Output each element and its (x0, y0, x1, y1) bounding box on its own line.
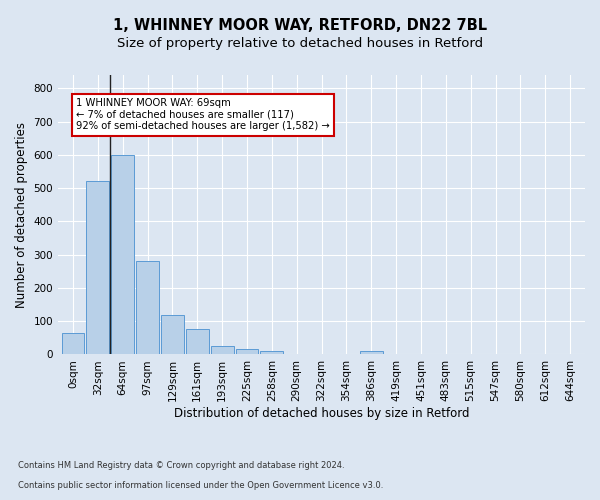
X-axis label: Distribution of detached houses by size in Retford: Distribution of detached houses by size … (174, 407, 469, 420)
Bar (136, 262, 159, 354)
Bar (62, 333, 85, 354)
Bar (236, 350, 259, 354)
Bar (260, 351, 283, 354)
Text: 1, WHINNEY MOOR WAY, RETFORD, DN22 7BL: 1, WHINNEY MOOR WAY, RETFORD, DN22 7BL (113, 18, 487, 32)
Bar (86, 182, 109, 354)
Bar (360, 352, 383, 354)
Bar (111, 155, 134, 354)
Bar (161, 314, 184, 354)
Text: Contains HM Land Registry data © Crown copyright and database right 2024.: Contains HM Land Registry data © Crown c… (18, 461, 344, 470)
Text: 1 WHINNEY MOOR WAY: 69sqm
← 7% of detached houses are smaller (117)
92% of semi-: 1 WHINNEY MOOR WAY: 69sqm ← 7% of detach… (76, 98, 330, 132)
Bar (186, 328, 209, 354)
Y-axis label: Number of detached properties: Number of detached properties (15, 122, 28, 308)
Bar (211, 346, 233, 354)
Text: Contains public sector information licensed under the Open Government Licence v3: Contains public sector information licen… (18, 481, 383, 490)
Text: Size of property relative to detached houses in Retford: Size of property relative to detached ho… (117, 38, 483, 51)
